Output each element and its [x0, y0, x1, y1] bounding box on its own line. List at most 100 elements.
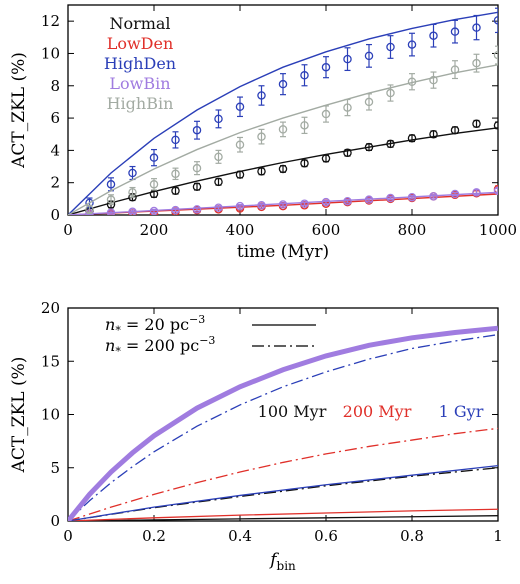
legend-entry-highden: HighDen [104, 54, 176, 73]
legend-sub: * [115, 324, 121, 337]
legend-entry-lowden: LowDen [107, 34, 174, 53]
y-tick-label: 4 [50, 141, 60, 159]
legend-sup: −3 [189, 313, 205, 326]
y-tick-label: 0 [50, 512, 60, 530]
panel-1: 0 200 400 600 800 1000 0 2 4 6 8 10 12 ACT_ZKL (%) tim… [9, 4, 517, 262]
data-point-highbin [450, 65, 460, 74]
data-point-highbin [214, 152, 223, 162]
legend-n: n [105, 336, 115, 355]
data-point-highbin [493, 50, 498, 60]
data-point-highbin [343, 103, 352, 112]
plot-frame [67, 4, 499, 216]
model-line-normal [68, 127, 498, 215]
data-point-lowbin [386, 193, 395, 203]
x-tick-label: 200 [140, 221, 169, 239]
data-point-highden [235, 102, 245, 112]
x-tick-label: 0 [63, 527, 73, 545]
data-point-lowbin [278, 200, 288, 209]
legend-sub: * [115, 345, 121, 358]
curve-1-gyr-dashdot [68, 333, 498, 521]
y-tick-label: 5 [50, 459, 60, 477]
x-axis-label: time (Myr) [237, 242, 329, 262]
x-tick-label: 1000 [479, 221, 517, 239]
data-point-highbin [364, 97, 374, 107]
curve-100-myr-solid [68, 515, 498, 521]
data-point-normal [386, 139, 395, 149]
data-point-lowbin [192, 205, 202, 214]
data-point-highbin [128, 188, 137, 197]
data-point-highden [214, 114, 223, 124]
x-tick-label: 0.4 [228, 527, 252, 545]
x-axis-label-main: f [268, 550, 279, 570]
curve-100-myr-dashdot [68, 467, 498, 521]
data-point-normal [278, 164, 288, 174]
style-legend-label: n* = 200 pc−3 [105, 334, 215, 358]
curve-1-gyr-thick [68, 325, 498, 521]
model-line-highden [68, 11, 498, 215]
data-point-highbin [192, 163, 202, 173]
data-point-lowbin [128, 207, 137, 215]
legend-n: n [105, 315, 115, 334]
y-tick-label: 6 [50, 109, 60, 127]
data-point-highden [106, 180, 116, 189]
data-point-highden [472, 23, 481, 32]
data-point-lowbin [257, 201, 266, 210]
y-axis-label: ACT_ZKL (%) [9, 52, 29, 169]
data-point-highden [171, 135, 180, 145]
data-point-highden [493, 16, 498, 25]
data-point-lowbin [171, 205, 180, 215]
curve-200-myr-solid [68, 508, 498, 521]
data-point-highden [300, 71, 309, 80]
data-point-highbin [386, 88, 395, 98]
data-point-highbin [278, 125, 288, 134]
time-legend-1-gyr: 1 Gyr [439, 402, 484, 421]
style-legend-label: n* = 20 pc−3 [105, 313, 205, 337]
legend-entry-highbin: HighBin [107, 94, 174, 113]
data-point-highden [386, 42, 395, 52]
data-point-normal [321, 154, 331, 163]
data-point-normal [450, 125, 460, 135]
x-axis-label: fbin [268, 550, 296, 573]
x-tick-label: 0.6 [314, 527, 338, 545]
data-point-normal [364, 142, 374, 152]
legend-rest: = 200 pc [121, 336, 199, 355]
data-point-lowbin [106, 208, 116, 215]
legend-entry-lowbin: LowBin [109, 74, 170, 93]
data-point-lowbin [407, 192, 417, 202]
data-point-highden [278, 79, 288, 89]
data-point-highbin [472, 58, 481, 68]
data-point-lowbin [149, 206, 159, 215]
data-point-highden [257, 91, 266, 100]
data-point-lowbin [343, 197, 352, 206]
curve-1-gyr-solid [68, 464, 498, 521]
data-point-lowbin [450, 189, 460, 199]
legend-entry-normal: Normal [109, 14, 170, 33]
data-point-normal [429, 129, 438, 139]
data-point-lowbin [235, 201, 245, 211]
data-point-highden [429, 31, 438, 40]
y-tick-label: 10 [41, 44, 60, 62]
data-point-normal [214, 177, 223, 187]
data-point-normal [235, 170, 245, 179]
legend-sup: −3 [199, 334, 215, 347]
data-point-normal [171, 186, 180, 196]
data-point-highden [149, 153, 159, 162]
y-tick-label: 8 [50, 77, 60, 95]
model-line-highbin [68, 64, 498, 215]
x-tick-label: 400 [226, 221, 255, 239]
data-point-highbin [257, 132, 266, 141]
x-tick-label: 800 [398, 221, 427, 239]
data-point-normal [300, 159, 309, 168]
y-tick-label: 10 [41, 406, 60, 424]
data-point-highden [128, 168, 137, 178]
y-tick-label: 2 [50, 174, 60, 192]
data-point-highden [407, 40, 417, 49]
data-point-highden [450, 27, 460, 36]
data-point-highbin [106, 195, 116, 204]
data-point-normal [407, 134, 417, 143]
y-axis-label: ACT_ZKL (%) [9, 357, 29, 474]
data-point-lowbin [429, 192, 438, 201]
data-point-highbin [235, 140, 245, 149]
